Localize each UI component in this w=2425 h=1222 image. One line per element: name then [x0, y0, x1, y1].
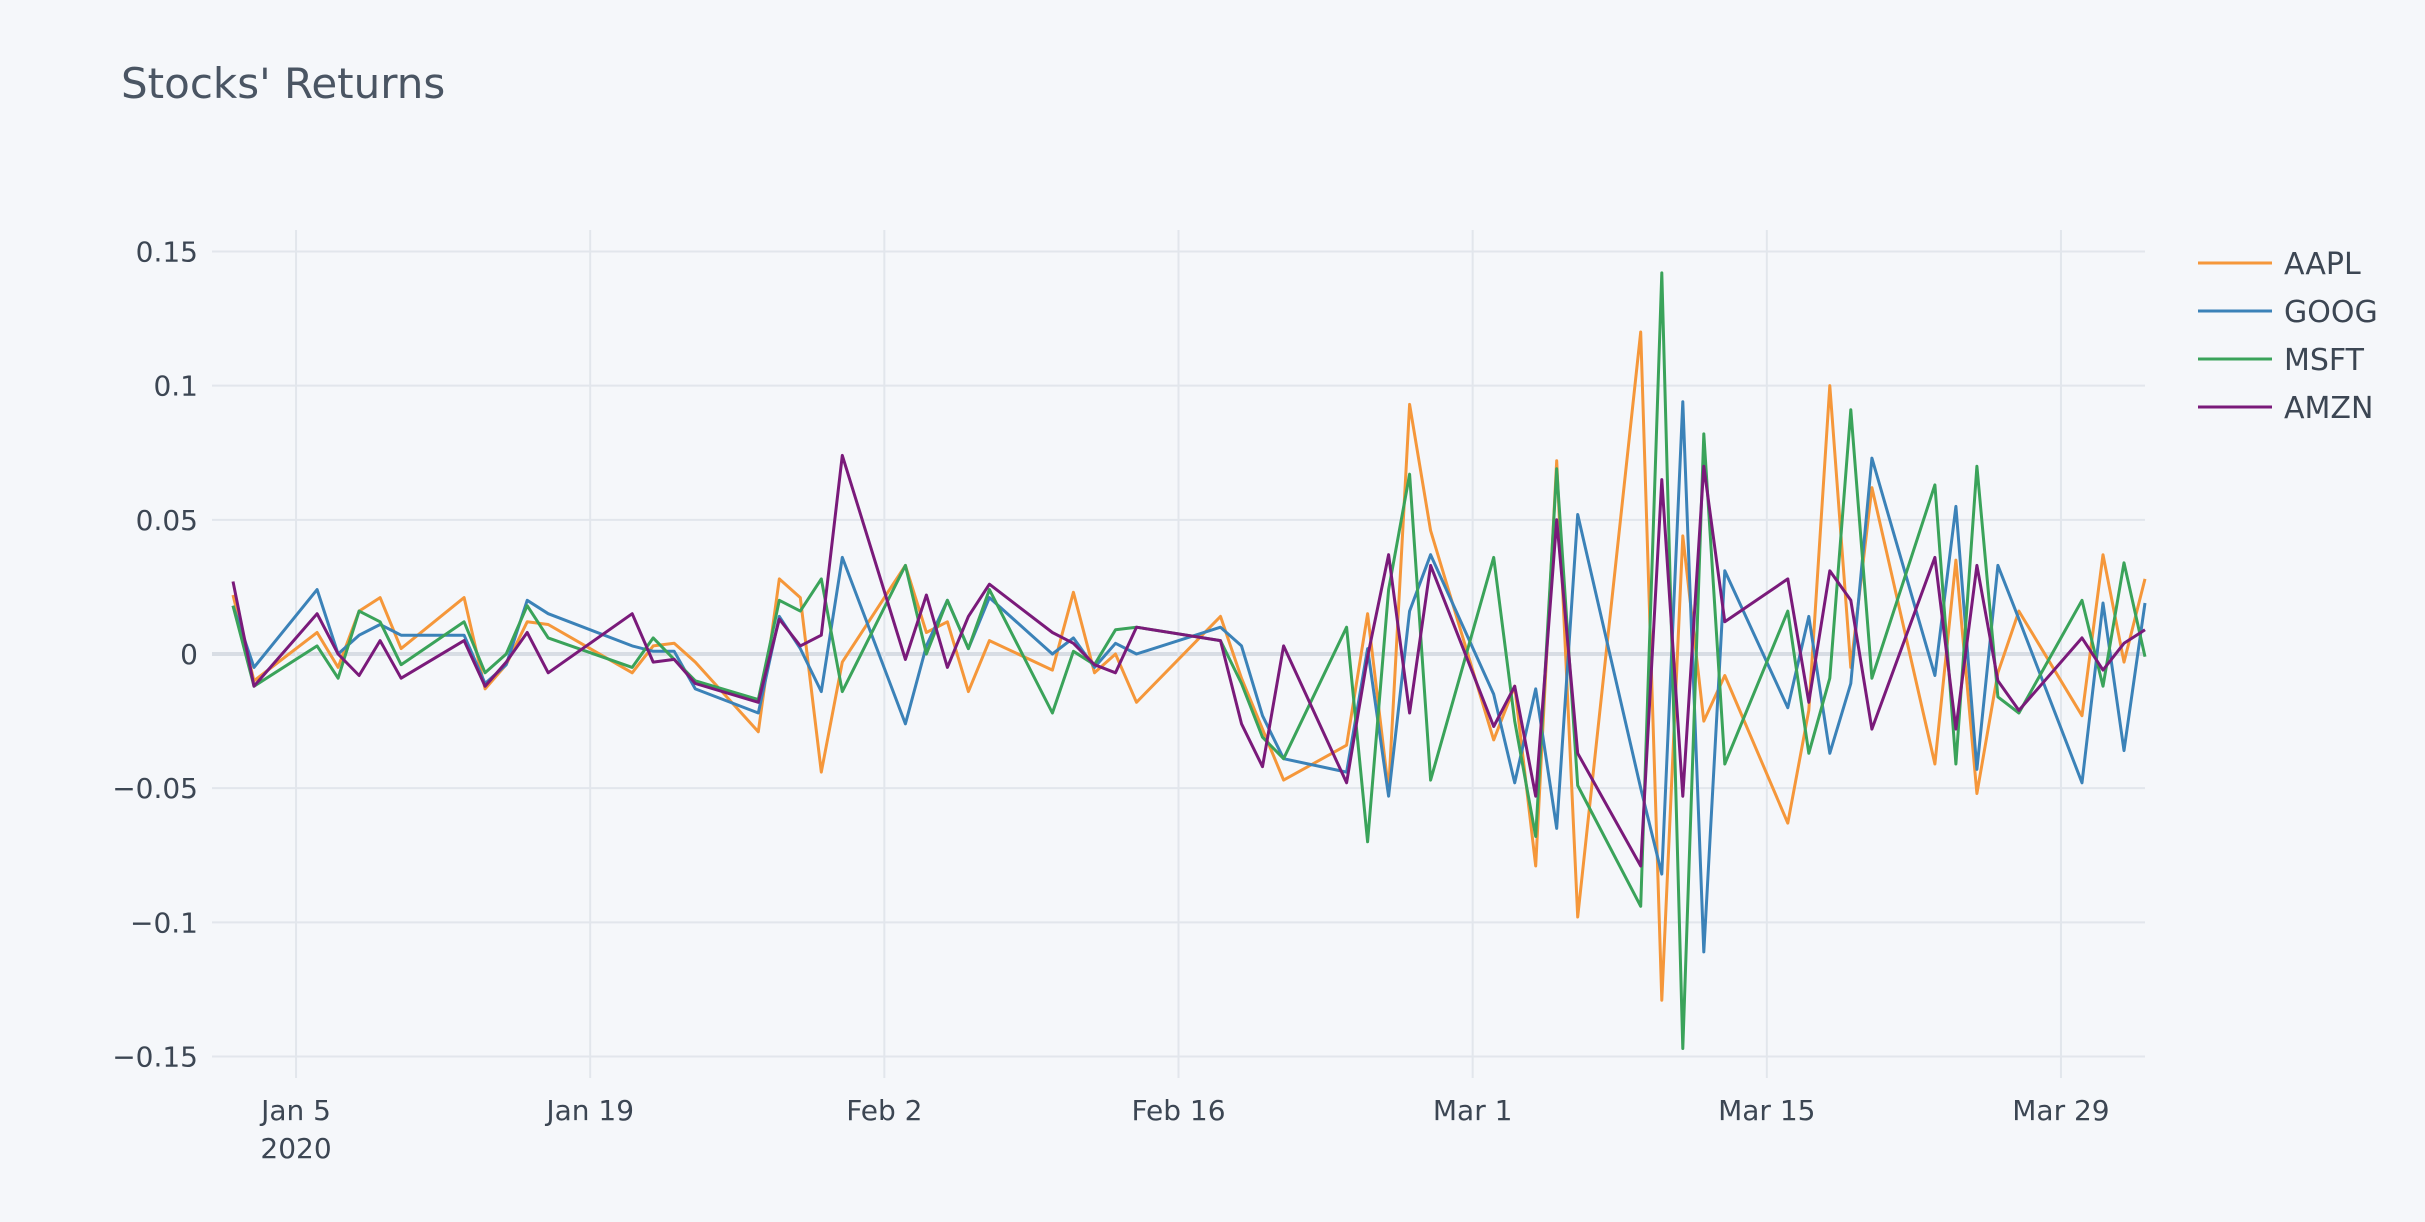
legend-label: GOOG [2284, 295, 2378, 330]
y-tick-label: −0.1 [130, 906, 198, 939]
y-axis: 0.15 0.1 0.05 0 −0.05 −0.1 −0.15 [112, 235, 198, 1073]
y-tick-label: 0 [180, 638, 198, 671]
y-tick-label: 0.15 [136, 235, 198, 268]
x-tick-label: Mar 1 [1433, 1094, 1513, 1127]
legend-item-amzn[interactable]: AMZN [2198, 391, 2373, 426]
y-tick-label: 0.05 [136, 504, 198, 537]
grid [212, 230, 2145, 1078]
legend-item-aapl[interactable]: AAPL [2198, 247, 2361, 282]
legend[interactable]: AAPL GOOG MSFT AMZN [2198, 247, 2378, 426]
x-tick-label: Jan 19 [544, 1094, 634, 1127]
legend-label: AMZN [2284, 391, 2373, 426]
y-tick-label: −0.05 [112, 772, 198, 805]
legend-item-msft[interactable]: MSFT [2198, 343, 2365, 378]
x-tick-label: Feb 2 [846, 1094, 922, 1127]
legend-label: MSFT [2284, 343, 2365, 378]
x-tick-label: Feb 16 [1131, 1094, 1225, 1127]
series-line-amzn[interactable] [231, 453, 2146, 868]
y-tick-label: 0.1 [153, 370, 198, 403]
legend-item-goog[interactable]: GOOG [2198, 295, 2378, 330]
chart-title: Stocks' Returns [121, 59, 445, 108]
series-line-aapl[interactable] [231, 330, 2147, 1002]
plot-area [231, 271, 2147, 1050]
x-axis: Jan 5 2020 Jan 19 Feb 2 Feb 16 Mar 1 Mar 15 Mar… [259, 1094, 2110, 1165]
x-tick-year-label: 2020 [260, 1132, 331, 1165]
series-line-goog[interactable] [231, 400, 2147, 954]
x-tick-label: Mar 15 [1718, 1094, 1815, 1127]
legend-label: AAPL [2284, 247, 2361, 282]
series-line-msft[interactable] [231, 271, 2147, 1050]
y-tick-label: −0.15 [112, 1041, 198, 1074]
x-tick-label: Mar 29 [2012, 1094, 2109, 1127]
x-tick-label: Jan 5 [259, 1094, 331, 1127]
